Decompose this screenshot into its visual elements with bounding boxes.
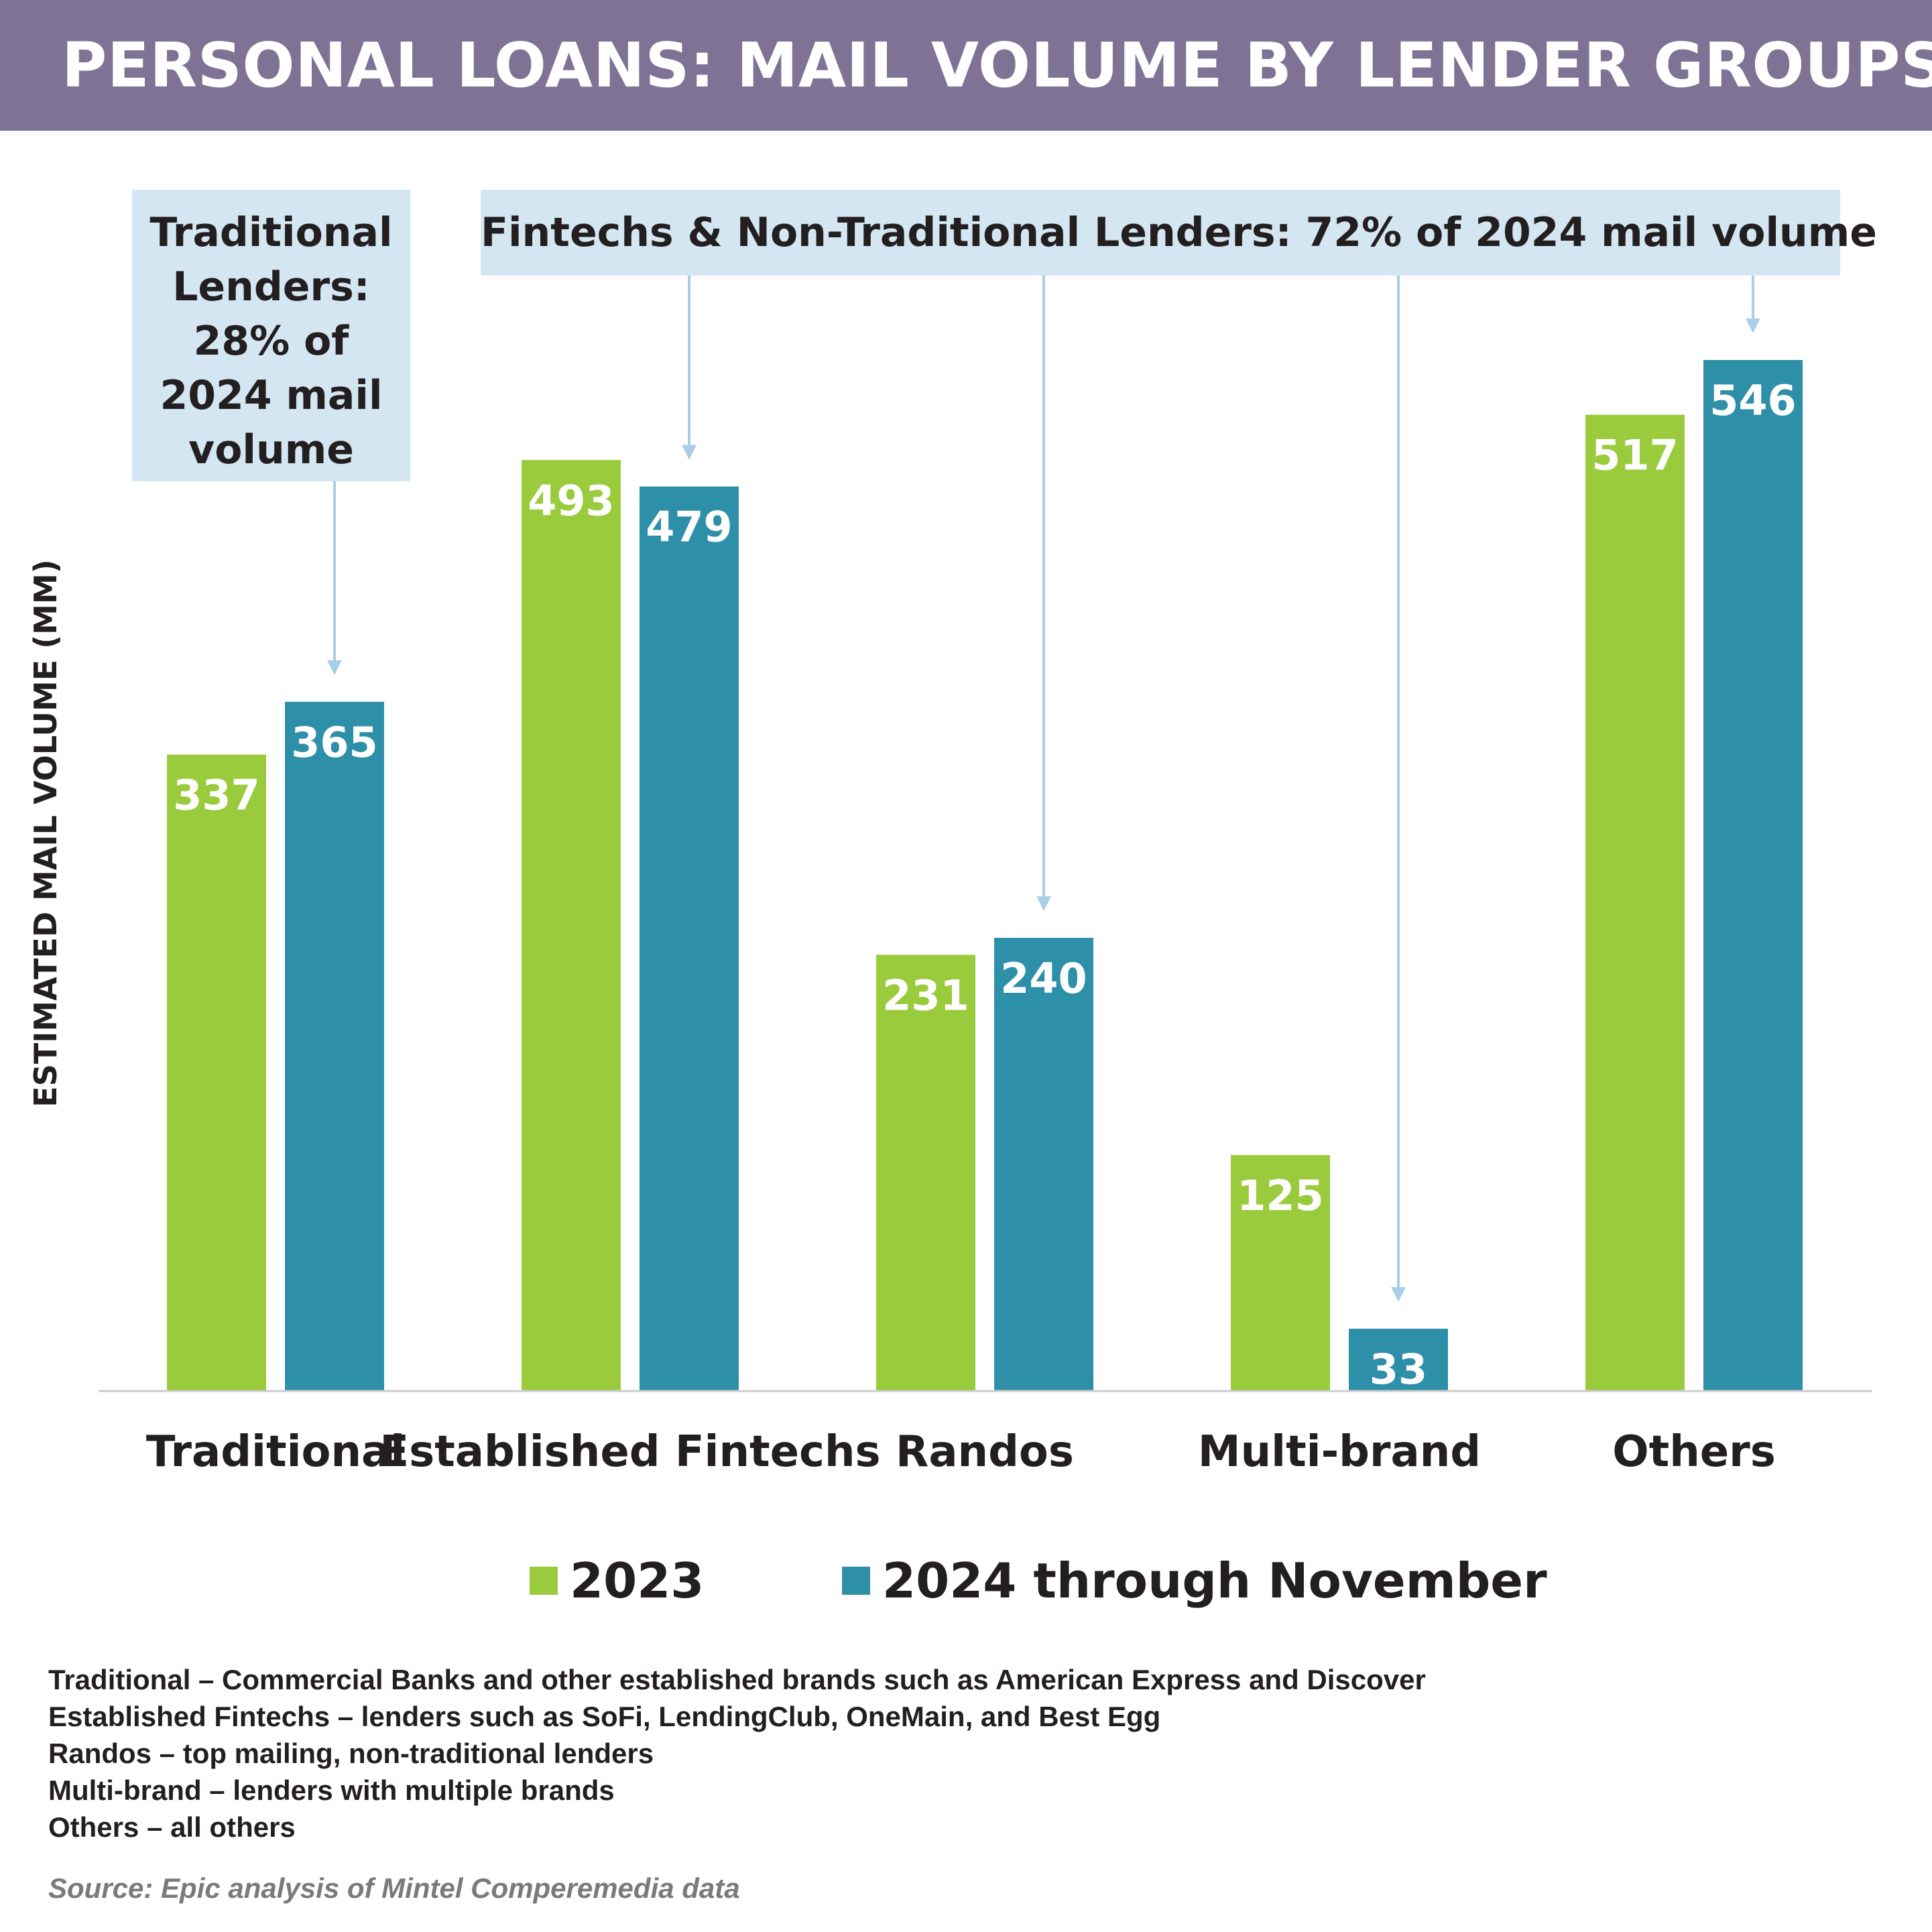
callout-arrow-head xyxy=(1746,318,1760,333)
callout-arrow-head xyxy=(682,444,697,460)
callout-traditional-line: Lenders: xyxy=(172,263,370,310)
legend-swatch-2024 xyxy=(842,1567,870,1595)
data-label: 240 xyxy=(1000,954,1087,1003)
data-label: 517 xyxy=(1591,431,1678,480)
callout-arrow-head xyxy=(1036,896,1051,911)
callout-traditional-share: Traditional Lenders: 28% of 2024 mail vo… xyxy=(132,190,410,481)
data-label: 493 xyxy=(528,476,614,525)
callout-traditional-line: 28% of xyxy=(193,318,349,365)
bar-2023-multi-brand xyxy=(1231,1154,1330,1391)
source-note: Source: Epic analysis of Mintel Comperem… xyxy=(48,1872,740,1904)
bar-2023-traditional xyxy=(167,754,266,1391)
bar-2023-others xyxy=(1585,414,1685,1391)
definitions-notes: Traditional – Commercial Banks and other… xyxy=(48,1661,1426,1846)
note-line: Traditional – Commercial Banks and other… xyxy=(48,1664,1426,1695)
callout-arrow-head xyxy=(1391,1287,1406,1303)
legend-item-2024: 2024 through November xyxy=(842,1553,1547,1609)
legend-swatch-2023 xyxy=(530,1567,558,1595)
data-label: 365 xyxy=(291,718,377,767)
callout-arrows xyxy=(327,276,1760,1303)
data-label: 337 xyxy=(173,771,259,820)
bar-2023-randos xyxy=(876,955,975,1391)
legend-item-2023: 2023 xyxy=(530,1553,705,1609)
x-tick-label: Multi-brand xyxy=(1198,1427,1481,1477)
y-axis-title-text: ESTIMATED MAIL VOLUME (MM) xyxy=(27,559,64,1107)
note-line: Randos – top mailing, non-traditional le… xyxy=(48,1738,654,1769)
bar-2023-established-fintechs xyxy=(522,460,621,1392)
note-line: Others – all others xyxy=(48,1811,296,1843)
bar-2024-multi-brand xyxy=(1349,1329,1448,1391)
x-tick-label: Others xyxy=(1612,1427,1776,1477)
chart-title: PERSONAL LOANS: MAIL VOLUME BY LENDER GR… xyxy=(62,29,1932,101)
note-line: Multi-brand – lenders with multiple bran… xyxy=(48,1774,615,1806)
data-label: 33 xyxy=(1370,1345,1427,1394)
legend-label-2023: 2023 xyxy=(570,1553,705,1609)
data-label: 546 xyxy=(1709,376,1796,425)
x-tick-label: Randos xyxy=(896,1427,1074,1477)
note-line: Established Fintechs – lenders such as S… xyxy=(48,1701,1161,1732)
bar-2024-traditional xyxy=(285,701,384,1391)
bar-2024-others xyxy=(1703,360,1803,1391)
bar-2024-randos xyxy=(994,937,1093,1391)
bar-2024-established-fintechs xyxy=(640,486,739,1391)
data-label: 479 xyxy=(646,503,732,552)
callout-traditional-line: volume xyxy=(188,426,354,473)
data-label: 125 xyxy=(1237,1171,1323,1220)
callout-traditional-line: Traditional xyxy=(149,209,393,256)
legend-label-2024: 2024 through November xyxy=(882,1553,1547,1609)
bar-label-group: 337 365 493 479 231 240 125 33 517 546 xyxy=(173,376,1796,1394)
data-label: 231 xyxy=(882,971,969,1020)
x-tick-label: Traditional xyxy=(146,1427,405,1477)
title-bar: PERSONAL LOANS: MAIL VOLUME BY LENDER GR… xyxy=(0,0,1932,131)
bar-group xyxy=(167,360,1803,1392)
callout-traditional-line: 2024 mail xyxy=(160,372,383,419)
callout-fintech-share: Fintechs & Non-Traditional Lenders: 72% … xyxy=(481,190,1877,276)
callout-arrow-head xyxy=(327,660,342,675)
x-tick-label: Established Fintechs xyxy=(379,1427,880,1477)
